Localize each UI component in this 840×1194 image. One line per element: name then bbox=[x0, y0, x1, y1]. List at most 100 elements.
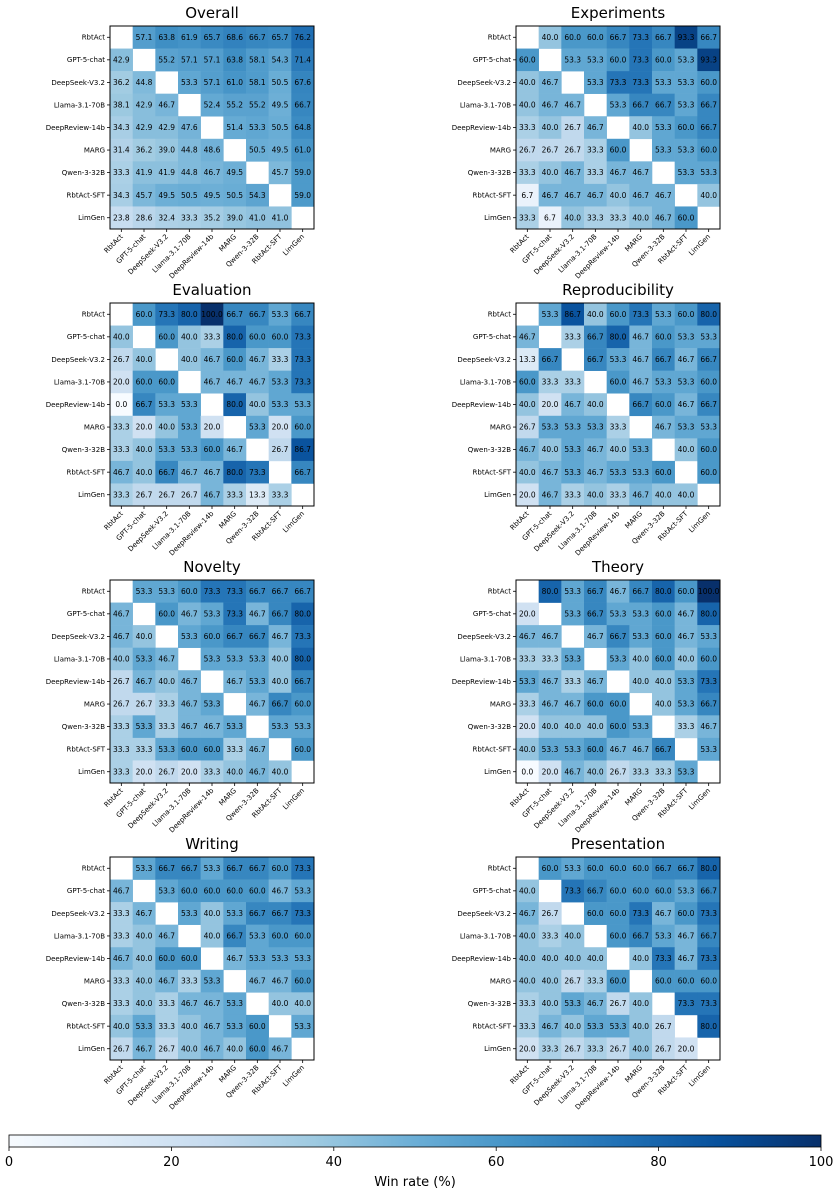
y-tick-label: DeepSeek-V3.2 bbox=[457, 79, 511, 87]
cell-label: 26.7 bbox=[564, 123, 581, 132]
heatmap-cell bbox=[200, 93, 224, 117]
cell-label: 66.7 bbox=[700, 932, 717, 941]
cell-label: 60.0 bbox=[158, 332, 175, 341]
cell-label: 60.0 bbox=[181, 886, 198, 895]
heatmap-cell bbox=[584, 348, 607, 371]
y-tick-label: DeepReview-14b bbox=[452, 401, 512, 409]
cell-label: 60.0 bbox=[294, 423, 311, 432]
cell-label: 50.5 bbox=[181, 191, 198, 200]
cell-label: 66.7 bbox=[700, 355, 717, 364]
cell-label: 40.0 bbox=[678, 445, 695, 454]
cell-label: 40.0 bbox=[113, 332, 130, 341]
heatmap-cell bbox=[178, 48, 201, 72]
y-tick-label: DeepReview-14b bbox=[46, 401, 106, 409]
heatmap-cell bbox=[561, 969, 585, 993]
cell-label: 66.7 bbox=[587, 332, 604, 341]
cell-label: 60.0 bbox=[610, 932, 627, 941]
cell-label: 46.7 bbox=[249, 700, 266, 709]
x-tick-label: DeepSeek-V3.2 bbox=[127, 1064, 171, 1108]
heatmap-cell bbox=[110, 460, 133, 484]
y-tick-label: Llama-3.1-70B bbox=[460, 378, 511, 386]
heatmap-cell bbox=[516, 161, 539, 185]
cell-label: 33.3 bbox=[519, 213, 536, 222]
cell-label: 46.7 bbox=[181, 677, 198, 686]
cell-label: 42.9 bbox=[158, 123, 175, 132]
cell-label: 57.1 bbox=[181, 55, 198, 64]
heatmap-cell bbox=[291, 924, 315, 948]
cell-label: 53.3 bbox=[632, 609, 649, 618]
heatmap-cell bbox=[223, 857, 247, 880]
cell-label: 73.3 bbox=[632, 78, 649, 87]
cell-label: 53.3 bbox=[181, 78, 198, 87]
heatmap-cell bbox=[697, 625, 721, 648]
y-tick-label: DeepReview-14b bbox=[46, 955, 106, 963]
cell-label: 40.0 bbox=[632, 213, 649, 222]
cell-label: 66.7 bbox=[249, 864, 266, 873]
x-tick-label: LimGen bbox=[281, 233, 306, 258]
heatmap-cell bbox=[561, 483, 585, 507]
cell-label: 66.7 bbox=[700, 700, 717, 709]
heatmap-cell bbox=[246, 580, 269, 603]
cell-label: 66.7 bbox=[700, 400, 717, 409]
y-tick-label: Llama-3.1-70B bbox=[460, 655, 511, 663]
heatmap-cell bbox=[652, 737, 675, 761]
x-tick-label: DeepSeek-V3.2 bbox=[533, 233, 577, 277]
cell-label: 53.3 bbox=[204, 655, 221, 664]
heatmap-cell bbox=[652, 879, 675, 903]
x-tick-label: DeepReview-14b bbox=[574, 509, 622, 557]
heatmap-cell bbox=[246, 760, 269, 784]
cell-label: 40.0 bbox=[632, 999, 649, 1008]
heatmap-cell bbox=[629, 1037, 653, 1061]
heatmap-cell bbox=[516, 71, 539, 94]
heatmap-cell bbox=[132, 348, 156, 371]
cell-label: 46.7 bbox=[564, 767, 581, 776]
heatmap-cell bbox=[584, 879, 607, 903]
cell-label: 33.3 bbox=[519, 1022, 536, 1031]
heatmap-cell bbox=[132, 71, 156, 94]
cell-label: 80.0 bbox=[542, 587, 559, 596]
heatmap-cell bbox=[110, 879, 133, 903]
heatmap-cell bbox=[561, 48, 585, 72]
cell-label: 0.0 bbox=[521, 767, 533, 776]
cell-label: 66.7 bbox=[700, 33, 717, 42]
heatmap-cell bbox=[674, 93, 698, 117]
x-tick-label: LimGen bbox=[687, 787, 712, 812]
x-tick-label: LimGen bbox=[281, 510, 306, 535]
cell-label: 60.0 bbox=[249, 1022, 266, 1031]
y-tick-label: GPT-5-chat bbox=[67, 610, 105, 618]
cell-label: 33.3 bbox=[113, 745, 130, 754]
heatmap-cell bbox=[268, 438, 292, 462]
heatmap-cell bbox=[155, 692, 179, 716]
heatmap-cell bbox=[200, 183, 224, 207]
cell-label: 60.0 bbox=[294, 745, 311, 754]
cell-label: 40.0 bbox=[587, 490, 604, 499]
heatmap-cell bbox=[516, 438, 539, 462]
heatmap-cell bbox=[674, 303, 698, 326]
heatmap-cell bbox=[606, 303, 630, 326]
heatmap-cell bbox=[629, 393, 653, 417]
heatmap-cell bbox=[538, 947, 562, 971]
heatmap-cell bbox=[538, 992, 562, 1016]
cell-label: 50.5 bbox=[226, 191, 243, 200]
cell-label: 42.9 bbox=[136, 123, 153, 132]
heatmap-cell bbox=[178, 992, 201, 1016]
cell-label: 66.7 bbox=[655, 101, 672, 110]
heatmap-cell bbox=[561, 647, 585, 671]
cell-label: 46.7 bbox=[655, 213, 672, 222]
heatmap-cell bbox=[516, 370, 539, 394]
heatmap-cell bbox=[246, 415, 269, 439]
cell-label: 60.0 bbox=[519, 378, 536, 387]
cell-label: 46.7 bbox=[632, 332, 649, 341]
cell-label: 46.7 bbox=[113, 632, 130, 641]
heatmap-cell bbox=[291, 370, 315, 394]
colorbar-label: Win rate (%) bbox=[374, 1175, 456, 1190]
heatmap-cell bbox=[561, 692, 585, 716]
heatmap-cell bbox=[110, 902, 133, 925]
cell-label: 33.3 bbox=[587, 977, 604, 986]
cell-label: 66.7 bbox=[294, 468, 311, 477]
heatmap-cell bbox=[155, 715, 179, 739]
cell-label: 26.7 bbox=[158, 490, 175, 499]
heatmap-cell bbox=[674, 71, 698, 94]
cell-label: 73.3 bbox=[700, 909, 717, 918]
